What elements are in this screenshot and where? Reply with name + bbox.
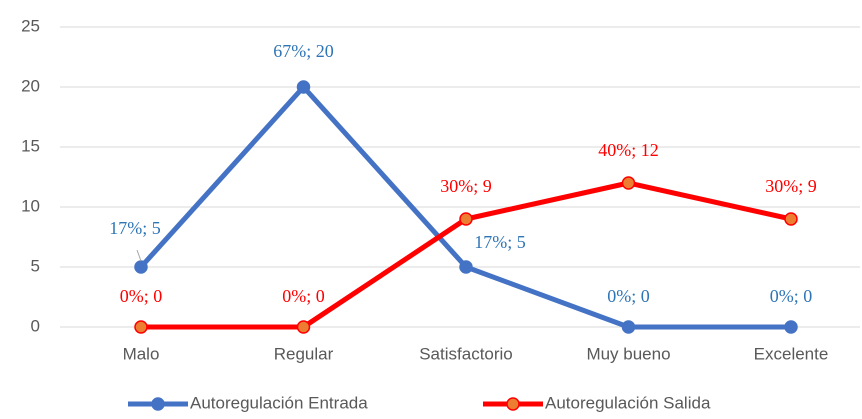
x-tick-label: Malo <box>123 344 160 363</box>
y-tick-label: 5 <box>31 256 40 275</box>
y-tick-label: 20 <box>21 76 40 95</box>
data-label: 0%; 0 <box>770 286 813 306</box>
point <box>459 260 473 274</box>
data-label: 0%; 0 <box>120 286 163 306</box>
x-tick-label: Satisfactorio <box>419 344 513 363</box>
y-tick-label: 15 <box>21 136 40 155</box>
data-label: 40%; 12 <box>598 140 659 160</box>
x-tick-label: Excelente <box>754 344 829 363</box>
point <box>784 320 798 334</box>
point <box>134 260 148 274</box>
data-label: 17%; 5 <box>474 232 526 252</box>
data-label: 0%; 0 <box>282 286 325 306</box>
data-label: 0%; 0 <box>607 286 650 306</box>
data-label: 30%; 9 <box>765 176 817 196</box>
data-label: 17%; 5 <box>109 218 161 238</box>
legend-label: Autoregulación Entrada <box>190 393 368 412</box>
y-tick-label: 25 <box>21 16 40 35</box>
point <box>621 320 636 334</box>
point <box>621 176 636 190</box>
point <box>784 212 798 226</box>
x-tick-label: Muy bueno <box>586 344 670 363</box>
y-tick-label: 0 <box>31 316 40 335</box>
data-label: 30%; 9 <box>440 176 492 196</box>
legend-marker <box>151 397 165 411</box>
point <box>296 320 311 334</box>
data-label: 67%; 20 <box>273 41 334 61</box>
point <box>296 80 311 94</box>
legend-marker <box>506 397 520 411</box>
label-leader <box>136 249 142 262</box>
y-tick-label: 10 <box>21 196 40 215</box>
point <box>459 212 473 226</box>
series-line <box>141 180 792 330</box>
x-tick-label: Regular <box>274 344 334 363</box>
point <box>134 320 148 334</box>
legend-label: Autoregulación Salida <box>545 393 711 412</box>
